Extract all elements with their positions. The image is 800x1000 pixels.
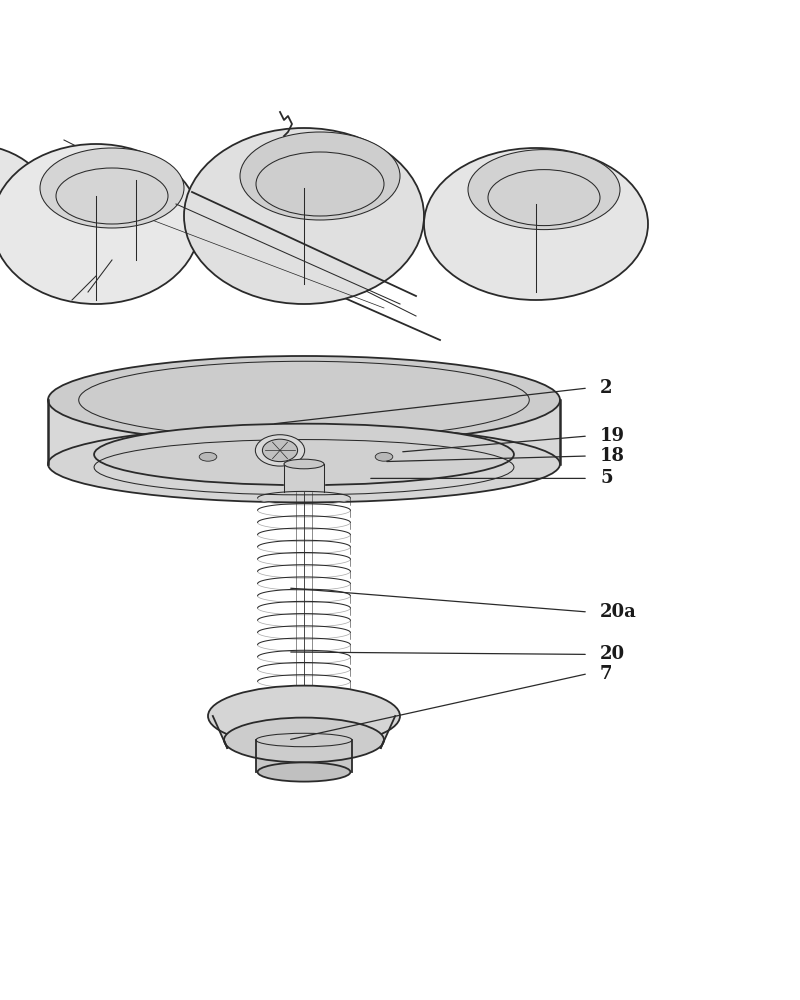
Polygon shape bbox=[213, 716, 395, 748]
Ellipse shape bbox=[258, 762, 350, 782]
Ellipse shape bbox=[48, 426, 560, 502]
Polygon shape bbox=[256, 740, 352, 772]
Ellipse shape bbox=[262, 439, 298, 462]
Ellipse shape bbox=[240, 132, 400, 220]
Text: 20: 20 bbox=[600, 645, 625, 663]
Ellipse shape bbox=[0, 144, 48, 256]
Ellipse shape bbox=[40, 148, 184, 228]
Text: 18: 18 bbox=[600, 447, 625, 465]
Text: 20a: 20a bbox=[600, 603, 637, 621]
Polygon shape bbox=[48, 400, 560, 464]
Ellipse shape bbox=[468, 150, 620, 230]
Ellipse shape bbox=[48, 356, 560, 444]
Text: 19: 19 bbox=[600, 427, 625, 445]
Ellipse shape bbox=[284, 459, 324, 469]
Ellipse shape bbox=[375, 452, 393, 461]
Ellipse shape bbox=[208, 686, 400, 746]
Polygon shape bbox=[224, 740, 384, 748]
Ellipse shape bbox=[184, 128, 424, 304]
Ellipse shape bbox=[255, 435, 305, 466]
Ellipse shape bbox=[0, 144, 200, 304]
Ellipse shape bbox=[94, 424, 514, 485]
Ellipse shape bbox=[224, 718, 384, 762]
Text: 5: 5 bbox=[600, 469, 613, 487]
Ellipse shape bbox=[424, 148, 648, 300]
Ellipse shape bbox=[199, 452, 217, 461]
Text: 7: 7 bbox=[600, 665, 613, 683]
Text: 2: 2 bbox=[600, 379, 613, 397]
